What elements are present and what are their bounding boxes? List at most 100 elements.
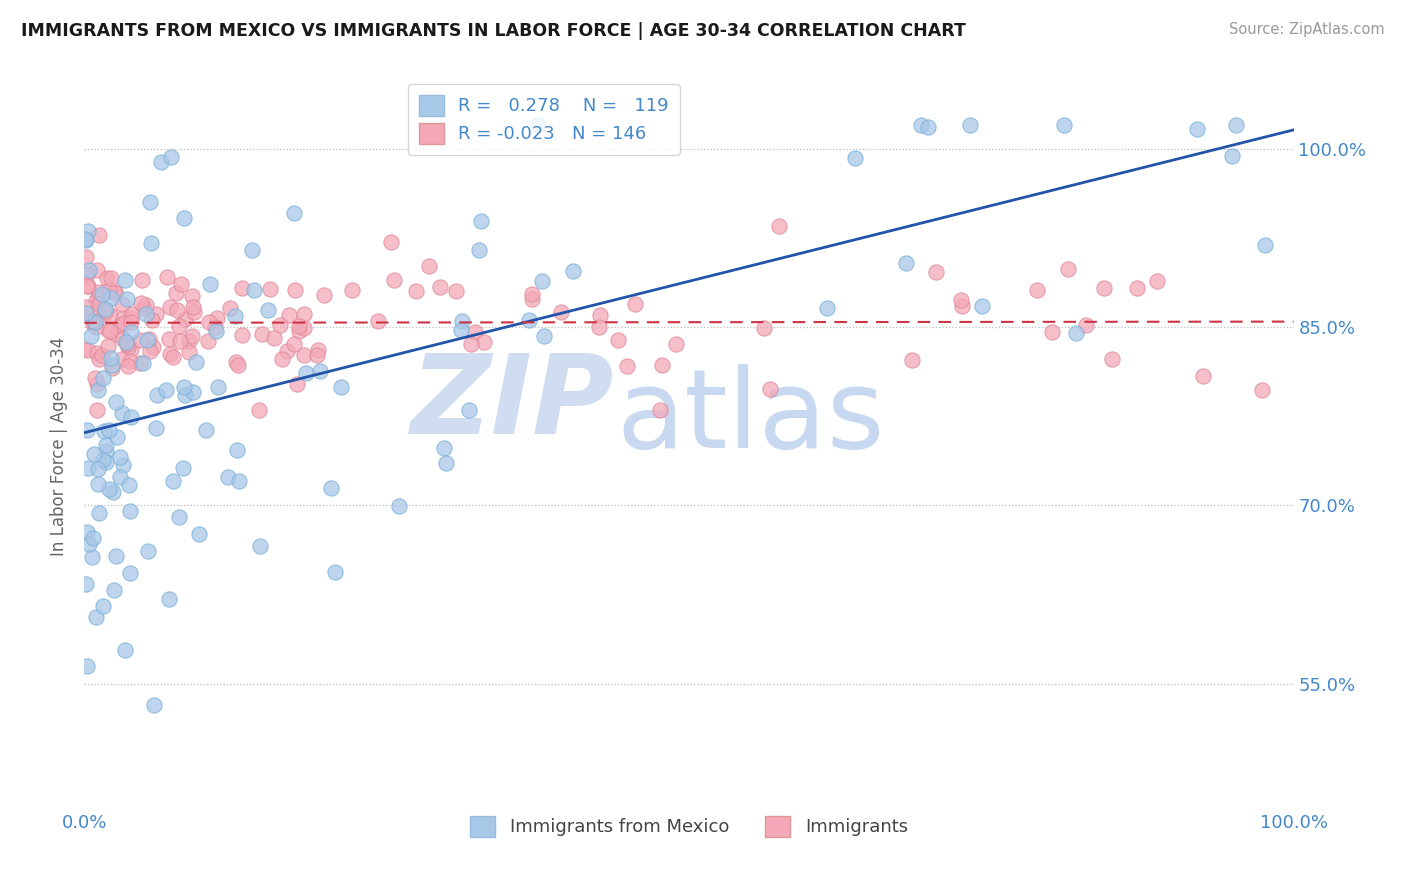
Point [434, 456, 457, 470]
Point [93, 307, 115, 321]
Point [84, 315, 107, 329]
Point [87, 290, 110, 304]
Point [104, 549, 127, 564]
Point [117, 340, 139, 354]
Point [101, 361, 124, 376]
Point [100, 359, 122, 373]
Point [226, 442, 249, 457]
Point [624, 297, 647, 311]
Point [118, 566, 141, 581]
Point [292, 321, 315, 335]
Point [96, 443, 118, 458]
Point [114, 642, 136, 657]
Point [180, 289, 202, 303]
Point [959, 118, 981, 132]
Point [1220, 149, 1243, 163]
Point [167, 510, 190, 524]
Point [1191, 369, 1213, 384]
Point [149, 155, 172, 169]
Point [533, 328, 555, 343]
Point [76, 251, 98, 265]
Point [187, 527, 209, 541]
Point [217, 470, 239, 484]
Point [550, 304, 572, 318]
Point [181, 300, 204, 314]
Point [135, 333, 157, 347]
Point [166, 302, 188, 317]
Point [114, 273, 136, 287]
Point [165, 286, 187, 301]
Point [312, 288, 335, 302]
Point [1254, 238, 1277, 252]
Point [231, 281, 253, 295]
Point [86, 319, 108, 334]
Point [87, 476, 110, 491]
Point [309, 364, 332, 378]
Point [104, 285, 127, 300]
Point [184, 355, 207, 369]
Point [159, 150, 181, 164]
Point [112, 332, 135, 346]
Point [288, 318, 311, 333]
Point [120, 315, 142, 329]
Point [105, 430, 128, 444]
Point [1040, 325, 1063, 339]
Point [91, 348, 114, 362]
Point [1251, 384, 1274, 398]
Point [98, 325, 121, 339]
Point [648, 403, 671, 417]
Point [118, 504, 141, 518]
Point [86, 462, 108, 476]
Point [103, 583, 125, 598]
Point [752, 321, 775, 335]
Point [768, 219, 790, 233]
Point [90, 286, 112, 301]
Point [194, 423, 217, 437]
Point [91, 453, 114, 467]
Point [444, 284, 467, 298]
Point [276, 343, 298, 358]
Point [307, 343, 329, 357]
Point [197, 334, 219, 348]
Point [925, 265, 948, 279]
Point [84, 609, 107, 624]
Point [173, 380, 195, 394]
Point [204, 319, 226, 334]
Point [91, 599, 114, 613]
Point [1025, 283, 1047, 297]
Point [77, 460, 100, 475]
Point [1126, 281, 1149, 295]
Point [284, 283, 307, 297]
Point [82, 314, 104, 328]
Point [110, 318, 132, 332]
Point [177, 334, 200, 348]
Point [82, 531, 104, 545]
Point [177, 345, 200, 359]
Point [76, 279, 98, 293]
Point [73, 342, 96, 356]
Point [170, 277, 193, 292]
Point [155, 383, 177, 397]
Point [159, 300, 181, 314]
Point [117, 292, 139, 306]
Point [240, 244, 263, 258]
Point [382, 273, 405, 287]
Point [112, 316, 135, 330]
Text: atlas: atlas [616, 364, 884, 471]
Point [75, 267, 97, 281]
Point [1092, 281, 1115, 295]
Point [100, 271, 122, 285]
Point [292, 307, 315, 321]
Point [173, 387, 195, 401]
Point [172, 460, 194, 475]
Point [100, 291, 122, 305]
Point [388, 499, 411, 513]
Point [87, 351, 110, 366]
Point [901, 353, 924, 368]
Point [464, 325, 486, 339]
Point [110, 296, 132, 310]
Legend: Immigrants from Mexico, Immigrants: Immigrants from Mexico, Immigrants [463, 808, 915, 844]
Point [173, 211, 195, 225]
Point [285, 376, 308, 391]
Point [139, 194, 162, 209]
